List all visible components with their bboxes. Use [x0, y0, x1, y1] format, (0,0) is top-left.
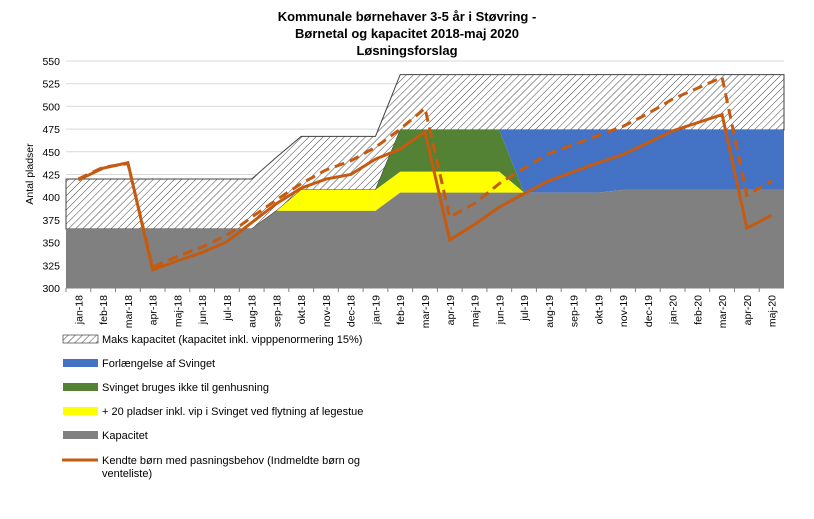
x-tick-label-mar-20: mar-20	[717, 295, 729, 328]
x-tick-label-feb-19: feb-19	[395, 295, 407, 325]
legend-swatch-1	[63, 359, 98, 367]
x-tick-label-okt-19: okt-19	[593, 295, 605, 324]
y-tick-label-325: 325	[42, 260, 60, 272]
area-svinget-genhusning	[66, 130, 784, 229]
legend-swatch-4	[63, 431, 98, 439]
legend-swatch-3	[63, 407, 98, 415]
y-tick-label-550: 550	[42, 56, 60, 68]
legend-swatch-0	[62, 334, 99, 344]
x-tick-label-jan-19: jan-19	[370, 295, 382, 325]
area-kapacitet	[66, 189, 784, 288]
line-kendte-boern	[77, 112, 773, 272]
y-tick-label-375: 375	[42, 215, 60, 227]
y-tick-label-300: 300	[42, 283, 60, 295]
x-tick-label-nov-18: nov-18	[321, 295, 333, 327]
chart-title-line-3: Løsningsforslag	[356, 43, 458, 58]
legend-swatch-2	[63, 383, 98, 391]
x-tick-label-feb-18: feb-18	[98, 295, 110, 325]
line-series	[77, 75, 773, 272]
x-tick-label-jul-18: jul-18	[222, 295, 234, 322]
y-axis-label: Antal pladser	[24, 143, 36, 205]
x-tick-label-apr-18: apr-18	[148, 295, 160, 326]
y-tick-label-475: 475	[42, 124, 60, 136]
x-tick-label-dec-19: dec-19	[643, 295, 655, 327]
y-tick-label-525: 525	[42, 79, 60, 91]
x-tick-label-apr-20: apr-20	[742, 295, 754, 326]
x-tick-label-jan-18: jan-18	[73, 295, 85, 325]
legend-label-line1: Kendte børn med pasningsbehov (Indmeldte…	[102, 455, 360, 467]
x-tick-label-jan-20: jan-20	[668, 295, 680, 325]
x-tick-label-jun-18: jun-18	[197, 295, 209, 325]
chart-title-line-1: Kommunale børnehaver 3-5 år i Støvring -	[277, 9, 537, 24]
chart-title-line-2: Børnetal og kapacitet 2018-maj 2020	[295, 26, 519, 41]
x-tick-label-mar-19: mar-19	[420, 295, 432, 328]
y-tick-label-350: 350	[42, 238, 60, 250]
x-tick-label-nov-19: nov-19	[618, 295, 630, 327]
line-dashed-series	[77, 75, 773, 270]
x-tick-label-aug-19: aug-19	[544, 295, 556, 328]
x-tick-label-sep-19: sep-19	[569, 295, 581, 327]
legend-label-line2: venteliste)	[102, 468, 152, 480]
x-tick-label-mar-18: mar-18	[123, 295, 135, 328]
x-tick-label-aug-18: aug-18	[247, 295, 259, 328]
legend-label-4: Kapacitet	[102, 430, 148, 442]
x-tick-label-apr-19: apr-19	[445, 295, 457, 326]
x-tick-label-jun-19: jun-19	[494, 295, 506, 325]
axes: 300 325 350 375 400 425 450 475 500 525 550 jan-18 f…	[42, 56, 784, 328]
area-20-pladser	[66, 171, 784, 229]
y-tick-label-450: 450	[42, 147, 60, 159]
x-tick-label-maj-20: maj-20	[767, 295, 779, 327]
legend-label-3: + 20 pladser inkl. vip i Svinget ved fly…	[102, 406, 363, 418]
y-tick-label-425: 425	[42, 170, 60, 182]
legend-label-1: Forlængelse af Svinget	[102, 358, 215, 370]
x-tick-label-okt-18: okt-18	[296, 295, 308, 324]
x-tick-label-sep-18: sep-18	[271, 295, 283, 327]
y-tick-label-500: 500	[42, 101, 60, 113]
y-tick-label-400: 400	[42, 192, 60, 204]
legend-label-0: Maks kapacitet (kapacitet inkl. vipppeno…	[102, 334, 362, 346]
x-tick-label-dec-18: dec-18	[346, 295, 358, 327]
area-forlaengelse-svinget	[66, 130, 784, 229]
legend: Maks kapacitet (kapacitet inkl. vipppeno…	[62, 334, 363, 480]
area-series	[65, 74, 785, 288]
chart-title: Kommunale børnehaver 3-5 år i Støvring -…	[0, 8, 814, 59]
legend-label-2: Svinget bruges ikke til genhusning	[102, 382, 269, 394]
x-tick-label-jul-19: jul-19	[519, 295, 531, 322]
x-tick-label-maj-18: maj-18	[172, 295, 184, 327]
x-tick-label-maj-19: maj-19	[470, 295, 482, 327]
x-tick-label-feb-20: feb-20	[692, 295, 704, 325]
